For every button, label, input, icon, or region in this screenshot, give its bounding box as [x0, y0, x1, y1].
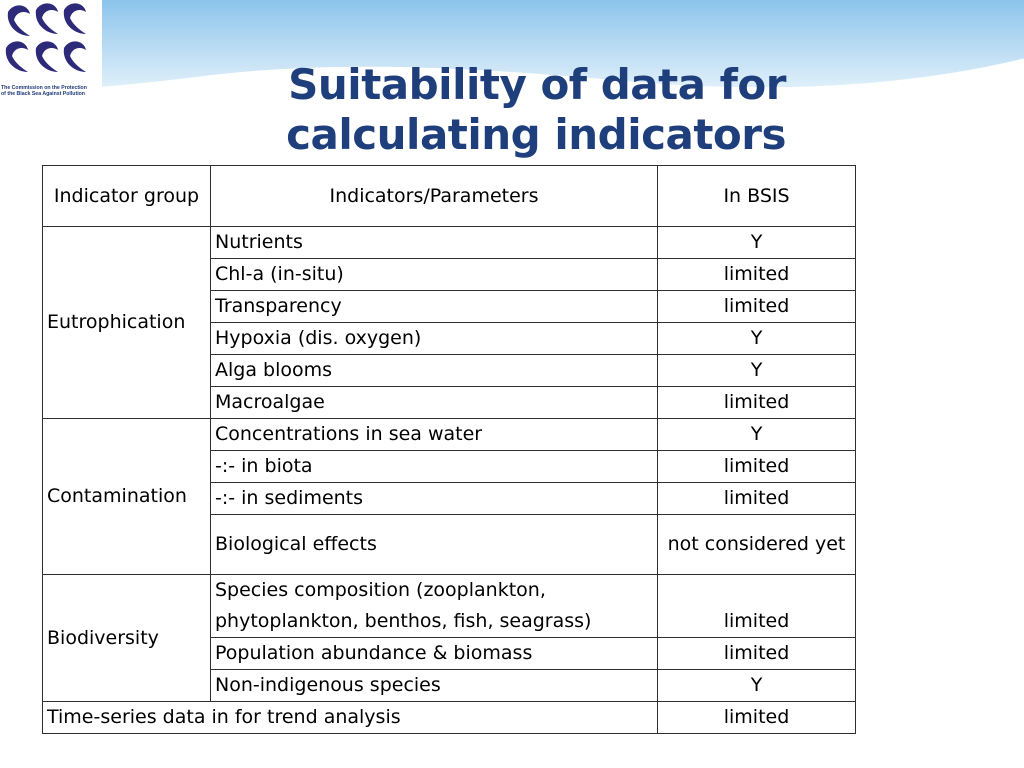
param-cell: Chl-a (in-situ): [210, 258, 658, 291]
header-indicators-parameters: Indicators/Parameters: [210, 165, 658, 227]
bsis-cell: limited: [657, 290, 856, 323]
param-cell: Nutrients: [210, 226, 658, 259]
table-row: Contamination Concentrations in sea wate…: [42, 418, 856, 575]
bsis-cell: limited: [657, 637, 856, 670]
table-header-row: Indicator group Indicators/Parameters In…: [42, 165, 856, 227]
bsis-cell: Y: [657, 418, 856, 451]
page-title: Suitability of data for calculating indi…: [286, 60, 786, 159]
bsis-cell: limited: [657, 701, 856, 734]
time-series-label: Time-series data in for trend analysis: [42, 701, 658, 734]
param-cell: Macroalgae: [210, 386, 658, 419]
header-banner: [0, 0, 1024, 100]
header-indicator-group: Indicator group: [42, 165, 211, 227]
table-row: Population abundance & biomass limited: [43, 637, 856, 670]
header-in-bsis: In BSIS: [657, 165, 856, 227]
group-cell-biodiversity: Biodiversity: [42, 574, 211, 702]
bsis-cell: Y: [657, 354, 856, 387]
table-row: -:- in sediments limited: [43, 482, 856, 515]
group-cell-eutrophication: Eutrophication: [42, 226, 211, 419]
param-cell: Species composition (zooplankton, phytop…: [210, 574, 658, 638]
bsis-cell: Y: [657, 226, 856, 259]
bsis-cell: limited: [657, 574, 856, 638]
param-cell: -:- in sediments: [210, 482, 658, 515]
bsis-cell: limited: [657, 258, 856, 291]
bsis-cell: limited: [657, 450, 856, 483]
param-cell: Alga blooms: [210, 354, 658, 387]
dolphins-logo-icon: [5, 3, 86, 72]
param-cell: Biological effects: [210, 514, 658, 575]
table-row: -:- in biota limited: [43, 450, 856, 483]
table-row: Time-series data in for trend analysis l…: [42, 701, 856, 734]
commission-logo: The Commission on the Protection of the …: [0, 0, 102, 108]
param-cell: Concentrations in sea water: [210, 418, 658, 451]
logo-caption: The Commission on the Protection of the …: [1, 85, 87, 98]
param-cell: -:- in biota: [210, 450, 658, 483]
param-cell: Non-indigenous species: [210, 669, 658, 702]
bsis-cell: Y: [657, 669, 856, 702]
param-cell: Hypoxia (dis. oxygen): [210, 322, 658, 355]
group-cell-contamination: Contamination: [42, 418, 211, 575]
table-row: Macroalgae limited: [43, 386, 856, 419]
table-row: Eutrophication Nutrients Y: [42, 226, 856, 419]
bsis-cell: limited: [657, 482, 856, 515]
table-row: Biological effects not considered yet: [43, 514, 856, 575]
bsis-cell: limited: [657, 386, 856, 419]
param-cell: Population abundance & biomass: [210, 637, 658, 670]
bsis-cell: Y: [657, 322, 856, 355]
table-row: Biodiversity Species composition (zoopla…: [42, 574, 856, 702]
indicators-table: Indicator group Indicators/Parameters In…: [42, 165, 856, 734]
bsis-cell: not considered yet: [657, 514, 856, 575]
param-cell: Transparency: [210, 290, 658, 323]
